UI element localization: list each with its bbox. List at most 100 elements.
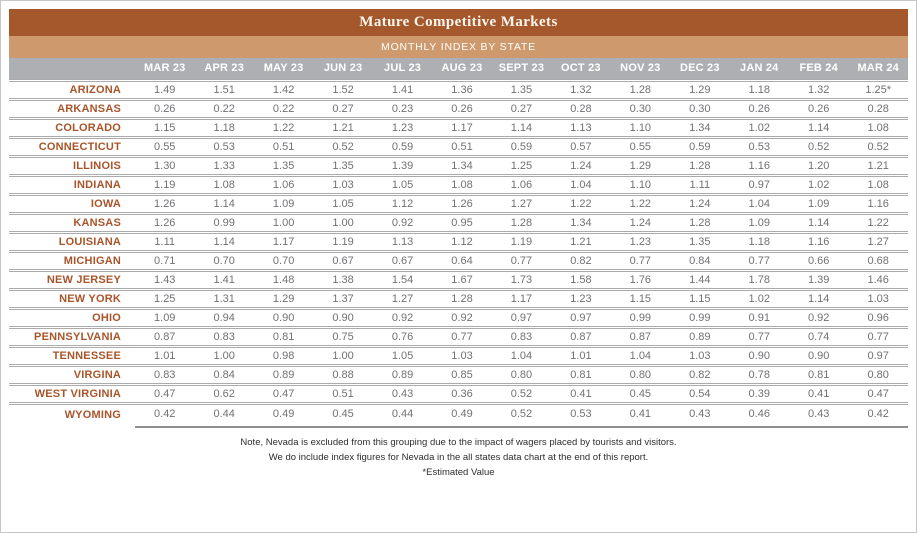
index-value: 1.29	[629, 159, 652, 172]
index-value: 1.67	[451, 273, 473, 286]
table-row: PENNSYLVANIA 0.87 0.83 0.81 0.75 0.76 0.77 0.83…	[9, 327, 908, 346]
index-value: 0.80	[629, 368, 652, 381]
index-value: 0.83	[510, 330, 533, 343]
index-value: 1.34	[451, 159, 473, 172]
index-value: 1.12	[451, 235, 473, 248]
index-value: 1.11	[689, 178, 711, 191]
index-value: 1.09	[808, 197, 830, 210]
index-value: 0.81	[570, 368, 592, 381]
index-value: 0.43	[670, 403, 730, 428]
index-value: 0.90	[272, 311, 295, 324]
index-value: 1.00	[332, 349, 354, 362]
column-header: MAR 24	[848, 58, 908, 80]
index-value: 1.19	[332, 235, 354, 248]
index-value: 1.14	[213, 235, 235, 248]
index-value: 0.53	[551, 403, 611, 428]
index-value: 0.77	[867, 330, 889, 343]
index-value: 0.87	[154, 330, 176, 343]
index-value: 0.82	[570, 254, 592, 267]
index-value: 1.16	[867, 197, 889, 210]
index-value: 0.30	[629, 102, 652, 115]
index-value: 0.75	[332, 330, 354, 343]
index-value: 1.49	[154, 83, 176, 96]
index-value: 1.48	[272, 273, 295, 286]
index-value: 0.89	[391, 368, 414, 381]
index-value: 1.33	[213, 159, 235, 172]
index-value: 1.41	[213, 273, 235, 286]
index-value: 1.00	[332, 216, 354, 229]
footnotes: Note, Nevada is excluded from this group…	[9, 435, 908, 480]
index-value: 0.51	[451, 140, 473, 153]
index-value: 1.43	[154, 273, 176, 286]
index-value: 1.24	[629, 216, 652, 229]
state-label: COLORADO	[55, 121, 121, 134]
index-value: 1.09	[748, 216, 770, 229]
index-value: 0.76	[391, 330, 414, 343]
index-value: 1.14	[808, 216, 830, 229]
index-value: 1.76	[629, 273, 652, 286]
index-value: 1.13	[391, 235, 414, 248]
column-header: JAN 24	[729, 58, 789, 80]
index-value: 0.84	[689, 254, 711, 267]
index-value: 0.55	[629, 140, 652, 153]
index-value: 1.09	[272, 197, 295, 210]
index-value: 0.41	[610, 403, 671, 428]
index-value: 0.97	[510, 311, 533, 324]
index-value: 1.24	[689, 197, 711, 210]
table-row: LOUISIANA 1.11 1.14 1.17 1.19 1.13 1.12 1.19 1.2…	[9, 232, 908, 251]
index-value: 1.21	[867, 159, 889, 172]
index-value: 1.28	[629, 83, 652, 96]
index-value: 1.37	[332, 292, 354, 305]
index-value: 0.85	[451, 368, 473, 381]
index-value: 1.14	[213, 197, 235, 210]
index-value: 1.16	[808, 235, 830, 248]
state-label: WYOMING	[64, 408, 121, 421]
index-value: 1.39	[808, 273, 830, 286]
index-value: 1.10	[629, 178, 652, 191]
index-value: 1.01	[154, 349, 176, 362]
index-value: 0.88	[332, 368, 354, 381]
index-value: 1.05	[391, 349, 414, 362]
index-value: 1.27	[510, 197, 533, 210]
index-value: 0.99	[629, 311, 652, 324]
index-value: 0.90	[748, 349, 770, 362]
index-value: 0.27	[510, 102, 533, 115]
index-value: 1.13	[570, 121, 592, 134]
index-value: 0.97	[748, 178, 770, 191]
index-value: 0.96	[867, 311, 889, 324]
index-value: 1.08	[451, 178, 473, 191]
index-value: 0.83	[213, 330, 235, 343]
index-value: 0.43	[788, 403, 849, 428]
state-label: VIRGINA	[73, 368, 121, 381]
index-value: 0.77	[629, 254, 652, 267]
state-label: TENNESSEE	[52, 349, 121, 362]
index-value: 1.44	[689, 273, 711, 286]
index-value: 0.55	[154, 140, 176, 153]
index-value: 0.92	[451, 311, 473, 324]
index-value: 1.03	[689, 349, 711, 362]
index-value: 1.19	[154, 178, 176, 191]
index-value: 1.18	[213, 121, 235, 134]
table-row: VIRGINA 0.83 0.84 0.89 0.88 0.89 0.85 0.80 0.81 0…	[9, 365, 908, 384]
table-row: ARKANSAS 0.26 0.22 0.22 0.27 0.23 0.26 0.27 0.28…	[9, 99, 908, 118]
index-value: 1.04	[629, 349, 652, 362]
index-value: 0.77	[748, 254, 770, 267]
index-value: 0.87	[570, 330, 592, 343]
index-value: 1.02	[748, 121, 770, 134]
index-value: 0.77	[451, 330, 473, 343]
footnote-line: We do include index figures for Nevada i…	[268, 452, 649, 463]
index-value: 0.71	[154, 254, 176, 267]
index-value: 1.38	[332, 273, 354, 286]
index-value: 1.22	[867, 216, 889, 229]
table-row: KANSAS 1.26 0.99 1.00 1.00 0.92 0.95 1.28 1.34 1.…	[9, 213, 908, 232]
state-label: NEW JERSEY	[46, 273, 121, 286]
state-label: INDIANA	[73, 178, 121, 191]
index-value: 0.22	[272, 102, 295, 115]
index-value: 0.59	[510, 140, 533, 153]
index-value: 0.77	[510, 254, 533, 267]
index-value: 0.98	[272, 349, 295, 362]
index-value: 1.20	[808, 159, 830, 172]
index-value: 0.52	[332, 140, 354, 153]
index-value: 1.29	[272, 292, 295, 305]
